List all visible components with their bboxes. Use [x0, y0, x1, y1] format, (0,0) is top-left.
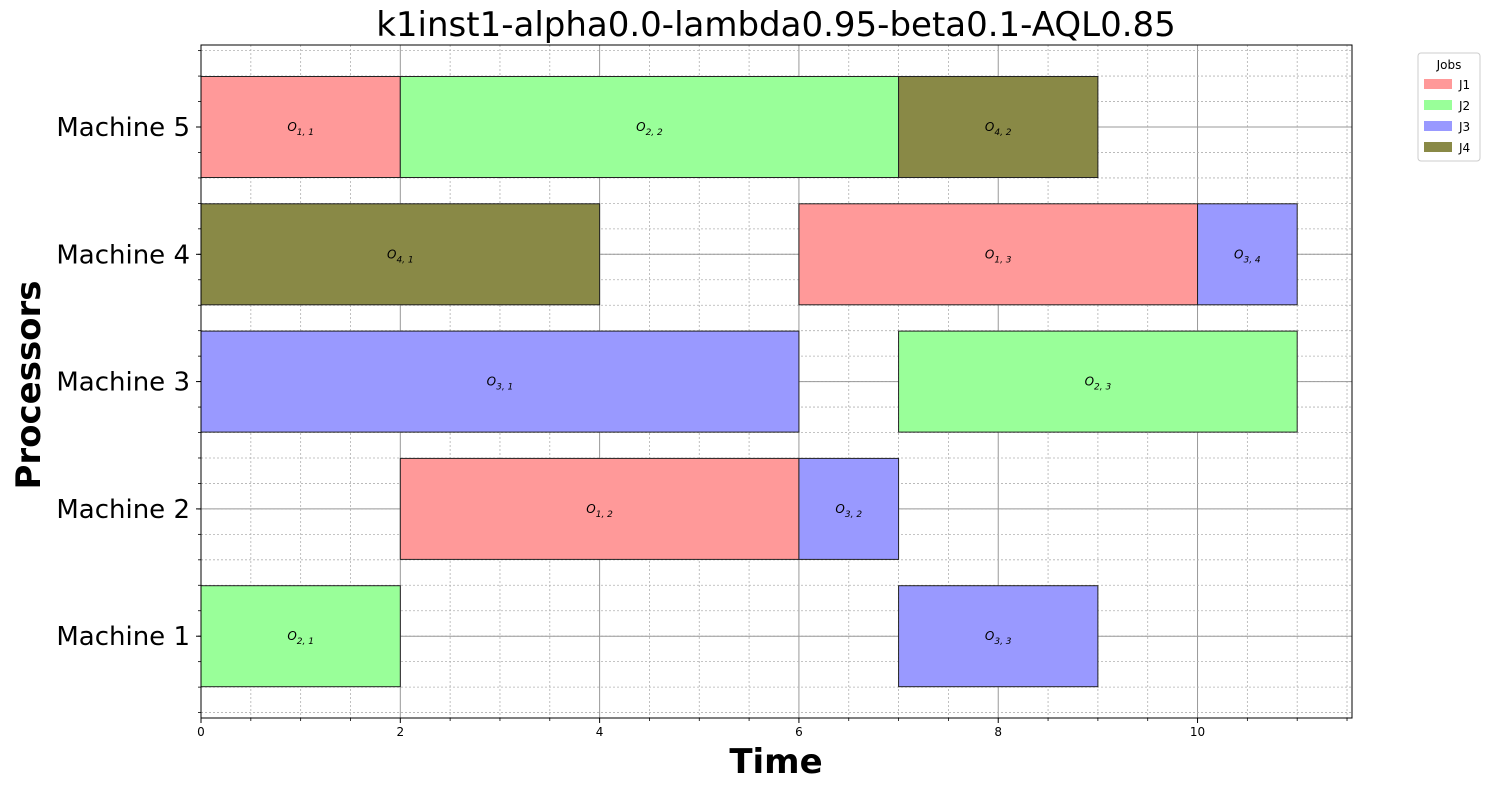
- bar-label: O4, 1: [387, 247, 414, 265]
- y-tick-label: Machine 2: [56, 495, 190, 525]
- bar-j1: [798, 203, 1199, 306]
- x-tick-label: 2: [396, 725, 404, 739]
- chart-title: k1inst1-alpha0.0-lambda0.95-beta0.1-AQL0…: [376, 5, 1176, 45]
- y-tick-label: Machine 4: [56, 240, 190, 270]
- x-tick-label: 4: [596, 725, 604, 739]
- legend-swatch-j1: [1424, 79, 1452, 89]
- x-tick-label: 6: [795, 725, 803, 739]
- x-tick-label: 0: [197, 725, 205, 739]
- bar-j4: [200, 203, 601, 306]
- legend-title: Jobs: [1436, 58, 1462, 72]
- legend-swatch-j3: [1424, 121, 1452, 131]
- y-axis-label: Processors: [9, 280, 49, 489]
- x-tick-label: 10: [1190, 725, 1205, 739]
- bar-label: O1, 3: [985, 247, 1012, 265]
- bar-label: O2, 1: [287, 629, 314, 647]
- axes: 0 2 4 6 8 10 Machine 1 Machine 2 Machine 3 Machin…: [56, 44, 1353, 739]
- legend-label-j2: J2: [1458, 99, 1470, 113]
- y-tick-label: Machine 5: [56, 113, 190, 143]
- bar-label: O3, 3: [985, 629, 1012, 647]
- bar-j2: [200, 585, 401, 688]
- bar-label: O2, 2: [636, 120, 663, 138]
- bar-label: O3, 1: [487, 375, 514, 393]
- bar-j2: [898, 330, 1298, 433]
- bar-j4: [898, 76, 1099, 178]
- bar-label: O3, 4: [1234, 247, 1261, 265]
- bars: O1, 1 O2, 2 O4, 2 O4, 1 O1, 3 O3, 4 O3, 1 O2, 3…: [200, 76, 1298, 688]
- legend-label-j4: J4: [1458, 141, 1470, 155]
- legend-label-j3: J3: [1458, 120, 1470, 134]
- y-tick-label: Machine 3: [56, 368, 190, 398]
- bar-j1: [399, 457, 800, 560]
- legend-label-j1: J1: [1458, 78, 1470, 92]
- bar-j3: [898, 585, 1099, 688]
- bar-label: O2, 3: [1085, 375, 1112, 393]
- bar-j3: [1197, 203, 1298, 306]
- bar-j3: [798, 457, 900, 560]
- legend: Jobs J1 J2 J3 J4: [1417, 52, 1481, 162]
- bar-label: O1, 2: [586, 502, 613, 520]
- bar-j2: [399, 76, 900, 178]
- x-tick-label: 8: [994, 725, 1002, 739]
- x-axis-label: Time: [729, 742, 822, 782]
- legend-swatch-j2: [1424, 100, 1452, 110]
- y-tick-label: Machine 1: [56, 622, 190, 652]
- bar-j1: [200, 76, 401, 178]
- bar-label: O1, 1: [287, 120, 314, 138]
- bar-j3: [200, 330, 800, 433]
- legend-swatch-j4: [1424, 142, 1452, 152]
- bar-label: O4, 2: [985, 120, 1012, 138]
- bar-label: O3, 2: [835, 502, 862, 520]
